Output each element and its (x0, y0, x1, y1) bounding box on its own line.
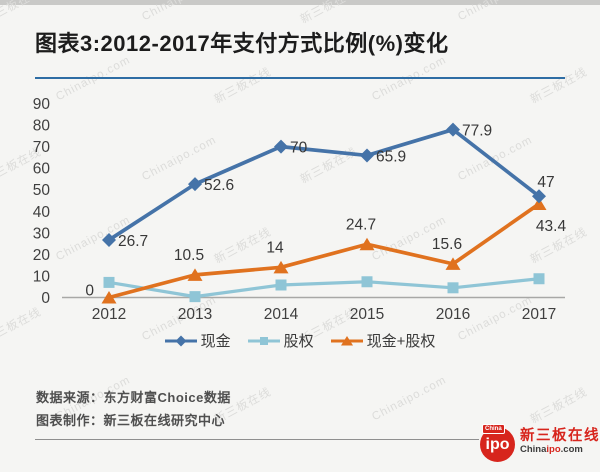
data-label-cash: 47 (537, 174, 554, 191)
legend-item-equity: 股权 (247, 330, 314, 351)
y-axis-tick: 10 (33, 268, 51, 285)
x-axis-tick: 2014 (264, 306, 299, 323)
data-label-cash-plus-equity: 43.4 (536, 218, 567, 235)
y-axis-tick: 90 (33, 96, 51, 113)
logo-site-mid: ipo (546, 444, 561, 455)
legend-label-cash-plus-equity: 现金+股权 (366, 333, 436, 350)
logo-site-url: Chinaipo.com (520, 444, 600, 455)
y-axis-tick: 80 (33, 118, 51, 135)
diamond-data-point (188, 177, 202, 192)
watermark-text: 新三板在线 (528, 386, 590, 427)
legend-item-cash: 现金 (164, 330, 231, 351)
data-label-cash: 52.6 (204, 177, 234, 194)
legend-triangle-icon (330, 335, 363, 345)
x-axis-tick: 2013 (178, 306, 212, 323)
y-axis-tick: 30 (33, 225, 51, 242)
chart-legend: 现金 股权 现金+股权 (0, 330, 600, 351)
data-label-cash-plus-equity: 24.7 (346, 216, 376, 233)
triangle-data-point (273, 260, 289, 274)
square-data-point (533, 273, 545, 285)
logo-site-suffix: .com (560, 444, 583, 455)
x-axis-tick: 2012 (92, 306, 126, 323)
chinaipo-logo: China ipo 新三板在线 Chinaipo.com (480, 424, 600, 462)
x-axis-tick: 2016 (436, 306, 470, 323)
square-data-point (361, 276, 373, 288)
series-line-cash (107, 127, 541, 242)
chart-canvas: 0 10 20 30 40 50 60 70 80 90 2012 2013 2014 2015 2016 2… (33, 96, 567, 323)
chart-maker-text: 图表制作：新三板在线研究中心 (36, 413, 226, 428)
series-equity (103, 273, 545, 303)
diamond-data-point (360, 148, 374, 163)
y-axis-tick: 60 (33, 161, 51, 178)
data-label-cash: 26.7 (118, 233, 148, 250)
y-axis-tick: 70 (33, 139, 51, 156)
y-axis-tick: 0 (41, 290, 50, 307)
logo-ipo-text: ipo (485, 436, 510, 453)
x-axis-tick: 2015 (350, 306, 384, 323)
logo-wordmark: 新三板在线 Chinaipo.com (520, 427, 600, 456)
diamond-data-point (446, 122, 460, 137)
triangle-data-point (359, 237, 375, 251)
logo-china-flag-badge: China (482, 424, 505, 434)
watermark-text: Chinaipo.com (370, 374, 449, 424)
diamond-data-point (274, 139, 288, 154)
footer-divider (35, 439, 479, 440)
legend-label-cash: 现金 (200, 333, 231, 350)
chart-title: 图表3:2012-2017年支付方式比例(%)变化 (35, 31, 449, 56)
square-data-point (259, 336, 268, 345)
data-source-text: 数据来源：东方财富Choice数据 (36, 390, 231, 405)
square-data-point (447, 282, 459, 294)
data-label-cash: 77.9 (462, 123, 492, 140)
data-label-cash-plus-equity: 14 (266, 239, 284, 256)
data-label-cash-plus-equity: 10.5 (174, 247, 204, 264)
logo-brand-name: 新三板在线 (520, 428, 600, 444)
title-underline (35, 77, 565, 79)
legend-diamond-icon (164, 335, 197, 346)
top-border-strip (0, 0, 600, 5)
data-label-cash: 65.9 (376, 148, 406, 165)
data-label-cash-plus-equity: 0 (85, 283, 94, 300)
series-cash-plus-equity: 0 10.5 14 24.7 15.6 43.4 (85, 197, 567, 304)
diamond-data-point (532, 189, 546, 204)
chinaipo-logo-mark: China ipo (480, 424, 515, 462)
triangle-data-point (340, 335, 353, 345)
series-line-equity (108, 277, 540, 299)
diamond-data-point (175, 335, 187, 346)
legend-label-equity: 股权 (283, 333, 314, 350)
data-label-cash-plus-equity: 15.6 (432, 236, 462, 253)
square-data-point (189, 291, 201, 303)
triangle-data-point (187, 268, 203, 281)
square-data-point (275, 279, 287, 291)
y-axis-tick: 50 (33, 182, 51, 199)
legend-square-icon (247, 336, 280, 345)
diamond-data-point (102, 232, 116, 247)
data-label-cash: 70 (290, 140, 308, 157)
triangle-data-point (531, 197, 547, 210)
triangle-data-point (101, 291, 117, 304)
x-axis-tick: 2017 (522, 306, 556, 323)
series-cash: 26.7 52.6 70 65.9 77.9 47 (102, 122, 555, 250)
legend-item-cash-plus-equity: 现金+股权 (330, 330, 436, 351)
square-data-point (103, 276, 115, 288)
y-axis-tick: 20 (33, 247, 51, 264)
logo-site-prefix: China (520, 444, 547, 455)
series-line-cash-plus-equity (108, 202, 541, 300)
payment-method-line-chart: 0 10 20 30 40 50 60 70 80 90 2012 2013 2014 2015 2016 2… (0, 88, 600, 333)
y-axis-tick: 40 (33, 204, 51, 221)
triangle-data-point (445, 257, 461, 270)
